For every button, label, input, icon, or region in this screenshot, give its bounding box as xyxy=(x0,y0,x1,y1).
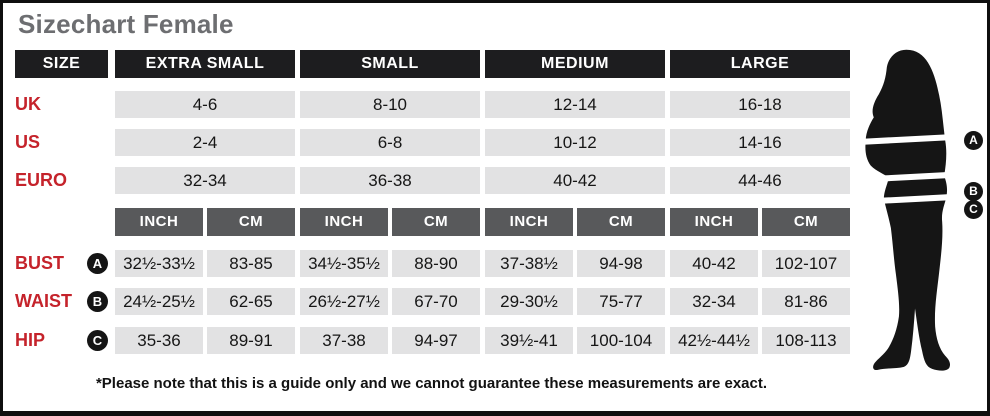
bust-line xyxy=(860,134,950,145)
cell-us-extra-small: 2-4 xyxy=(115,129,295,156)
marker-b-icon: B xyxy=(87,291,108,312)
marker-a-icon: A xyxy=(87,253,108,274)
cell-us-small: 6-8 xyxy=(300,129,480,156)
unit-header-cm: CM xyxy=(207,208,295,236)
cell-bust-l-cm: 102-107 xyxy=(762,250,850,277)
cell-hip-s-cm: 94-97 xyxy=(392,327,480,354)
cell-uk-large: 16-18 xyxy=(670,91,850,118)
unit-header-medium: INCH CM xyxy=(485,208,665,236)
unit-header-cm: CM xyxy=(577,208,665,236)
cell-us-medium: 10-12 xyxy=(485,129,665,156)
page-title: Sizechart Female xyxy=(18,9,234,39)
row-label-bust-text: BUST xyxy=(15,253,64,273)
table-header-row: SIZE EXTRA SMALL SMALL MEDIUM LARGE xyxy=(15,50,850,78)
cell-euro-extra-small: 32-34 xyxy=(115,167,295,194)
cell-bust-l-inch: 40-42 xyxy=(670,250,758,277)
unit-header-inch: INCH xyxy=(670,208,758,236)
row-label-bust: BUST A xyxy=(15,250,108,277)
hip-line xyxy=(879,193,955,204)
unit-header-large: INCH CM xyxy=(670,208,850,236)
column-header-medium: MEDIUM xyxy=(485,50,665,78)
cell-bust-m-inch: 37-38½ xyxy=(485,250,573,277)
figure-marker-b-icon: B xyxy=(964,182,983,201)
cell-waist-s-inch: 26½-27½ xyxy=(300,288,388,315)
female-figure-silhouette-icon xyxy=(860,49,955,371)
row-label-waist-text: WAIST xyxy=(15,291,72,311)
unit-header-spacer xyxy=(15,208,108,236)
cell-uk-small: 8-10 xyxy=(300,91,480,118)
cell-waist-s-cm: 67-70 xyxy=(392,288,480,315)
table-row-bust: BUST A 32½-33½ 83-85 34½-35½ 88-90 37-38… xyxy=(15,250,850,277)
row-label-us: US xyxy=(15,132,41,152)
cell-waist-l-inch: 32-34 xyxy=(670,288,758,315)
unit-header-inch: INCH xyxy=(115,208,203,236)
cell-uk-medium: 12-14 xyxy=(485,91,665,118)
unit-header-inch: INCH xyxy=(300,208,388,236)
cell-waist-m-inch: 29-30½ xyxy=(485,288,573,315)
cell-euro-large: 44-46 xyxy=(670,167,850,194)
cell-waist-m-cm: 75-77 xyxy=(577,288,665,315)
row-label-euro: EURO xyxy=(15,170,68,190)
cell-euro-small: 36-38 xyxy=(300,167,480,194)
table-row-waist: WAIST B 24½-25½ 62-65 26½-27½ 67-70 29-3… xyxy=(15,288,850,315)
table-row-us: US 2-4 6-8 10-12 14-16 xyxy=(15,129,850,156)
row-label-waist: WAIST B xyxy=(15,288,108,315)
cell-waist-xs-cm: 62-65 xyxy=(207,288,295,315)
waist-line xyxy=(883,172,949,182)
cell-euro-medium: 40-42 xyxy=(485,167,665,194)
cell-bust-s-inch: 34½-35½ xyxy=(300,250,388,277)
cell-hip-l-inch: 42½-44½ xyxy=(670,327,758,354)
cell-bust-s-cm: 88-90 xyxy=(392,250,480,277)
column-header-size: SIZE xyxy=(15,50,108,78)
cell-hip-xs-inch: 35-36 xyxy=(115,327,203,354)
table-row-euro: EURO 32-34 36-38 40-42 44-46 xyxy=(15,167,850,194)
cell-bust-xs-cm: 83-85 xyxy=(207,250,295,277)
row-label-hip: HIP C xyxy=(15,327,108,354)
unit-header-cm: CM xyxy=(392,208,480,236)
footnote-text: *Please note that this is a guide only a… xyxy=(95,375,768,392)
row-label-hip-text: HIP xyxy=(15,330,46,350)
cell-hip-m-inch: 39½-41 xyxy=(485,327,573,354)
unit-header-inch: INCH xyxy=(485,208,573,236)
unit-header-extra-small: INCH CM xyxy=(115,208,295,236)
cell-hip-l-cm: 108-113 xyxy=(762,327,850,354)
cell-hip-s-inch: 37-38 xyxy=(300,327,388,354)
table-row-hip: HIP C 35-36 89-91 37-38 94-97 39½-41 100… xyxy=(15,327,850,354)
unit-header-cm: CM xyxy=(762,208,850,236)
unit-header-row: INCH CM INCH CM INCH CM INCH CM xyxy=(15,208,850,236)
figure-marker-c-icon: C xyxy=(964,200,983,219)
cell-waist-l-cm: 81-86 xyxy=(762,288,850,315)
cell-bust-xs-inch: 32½-33½ xyxy=(115,250,203,277)
row-label-uk: UK xyxy=(15,94,41,114)
column-header-large: LARGE xyxy=(670,50,850,78)
figure-marker-a-icon: A xyxy=(964,131,983,150)
cell-bust-m-cm: 94-98 xyxy=(577,250,665,277)
marker-c-icon: C xyxy=(87,330,108,351)
cell-hip-xs-cm: 89-91 xyxy=(207,327,295,354)
unit-header-small: INCH CM xyxy=(300,208,480,236)
table-row-uk: UK 4-6 8-10 12-14 16-18 xyxy=(15,91,850,118)
cell-us-large: 14-16 xyxy=(670,129,850,156)
cell-uk-extra-small: 4-6 xyxy=(115,91,295,118)
cell-waist-xs-inch: 24½-25½ xyxy=(115,288,203,315)
column-header-small: SMALL xyxy=(300,50,480,78)
cell-hip-m-cm: 100-104 xyxy=(577,327,665,354)
column-header-extra-small: EXTRA SMALL xyxy=(115,50,295,78)
